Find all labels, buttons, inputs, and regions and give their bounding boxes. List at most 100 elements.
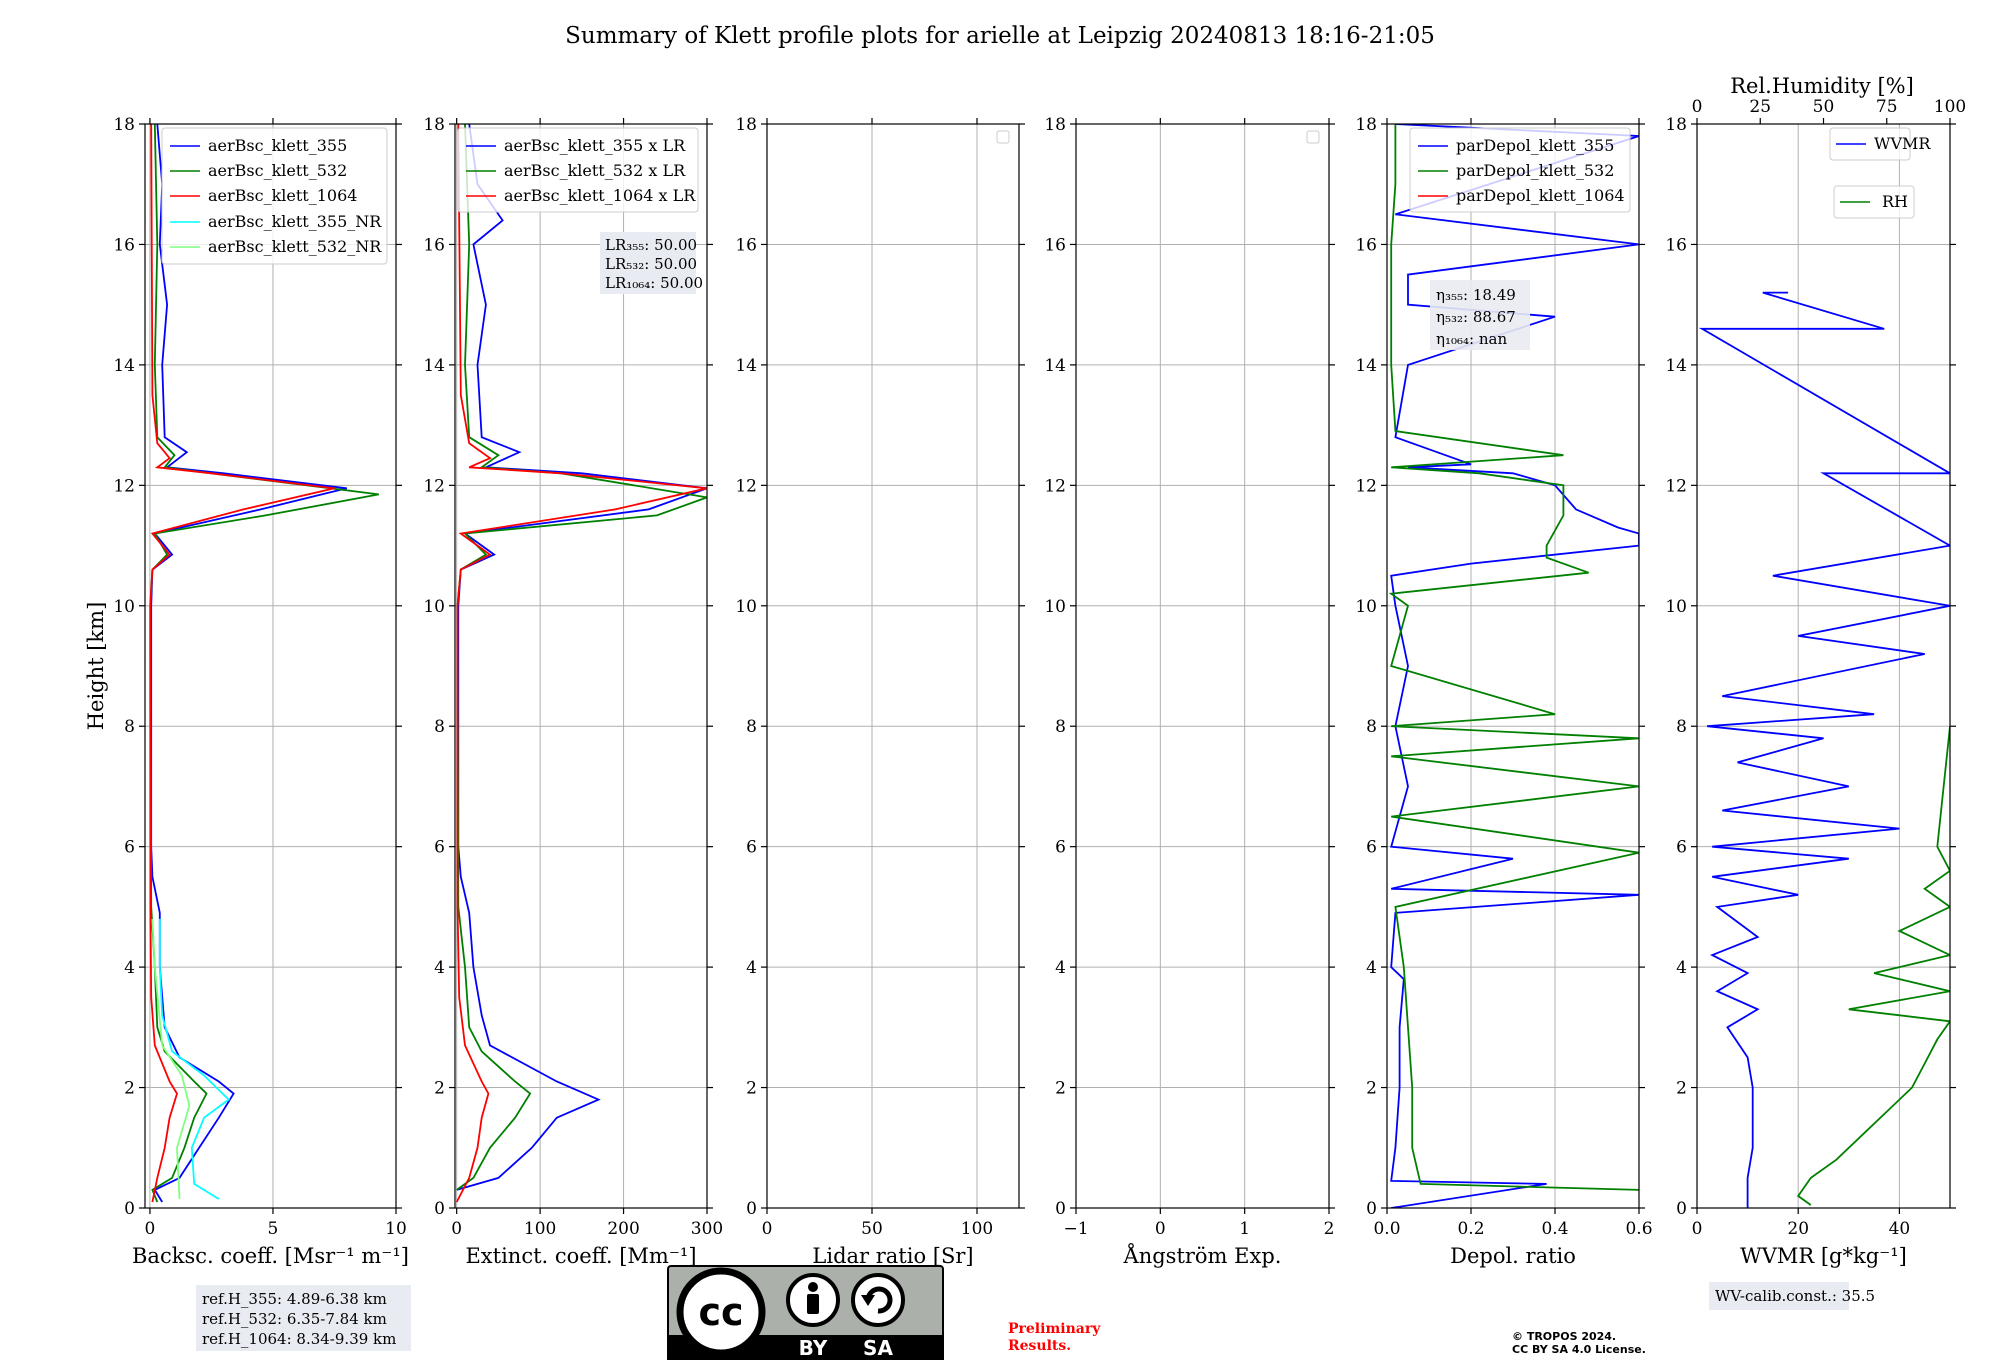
- y-tick-label: 0: [434, 1199, 445, 1219]
- x-tick-label: 10: [385, 1219, 407, 1239]
- y-tick-label: 2: [124, 1079, 135, 1099]
- y-tick-label: 8: [1366, 717, 1377, 737]
- y-tick-label: 6: [746, 838, 757, 858]
- backscatter-panel: 0 2 4 6 8 10 12 14 16 18 0 5 10 Backsc. coeff. [Msr⁻…: [84, 115, 409, 1268]
- preliminary-line-2: Results.: [1008, 1338, 1071, 1354]
- legend-label-355-nr: aerBsc_klett_355_NR: [208, 212, 382, 231]
- lidar-ratio-xlabel: Lidar ratio [Sr]: [812, 1244, 973, 1268]
- y-tick-label: 0: [1676, 1199, 1687, 1219]
- y-tick-label: 12: [423, 476, 445, 496]
- annotation-box: [196, 1285, 411, 1351]
- y-tick-label: 12: [113, 476, 135, 496]
- legend-label-355: aerBsc_klett_355 x LR: [504, 136, 686, 155]
- y-tick-label: 14: [1665, 356, 1687, 376]
- x-tick-label: 100: [524, 1219, 556, 1239]
- x-tick-label: 0.0: [1373, 1219, 1400, 1239]
- legend-label-355: parDepol_klett_355: [1456, 136, 1614, 155]
- by-icon-body: [807, 1294, 819, 1314]
- wvmr-series-wvmr: [1698, 291, 1950, 1208]
- depol-legend: parDepol_klett_355 parDepol_klett_532 pa…: [1409, 127, 1631, 213]
- by-text: BY: [799, 1336, 828, 1360]
- x-tick-label: 20: [1787, 1219, 1809, 1239]
- y-tick-label: 6: [1055, 838, 1066, 858]
- y-tick-label: 14: [1355, 356, 1377, 376]
- legend-label-532: parDepol_klett_532: [1456, 161, 1614, 180]
- extinction-panel: 0 2 4 6 8 10 12 14 16 18 0 100 200 300 Extinct. coeff…: [423, 115, 723, 1268]
- legend-label-532: aerBsc_klett_532 x LR: [504, 161, 686, 180]
- wvmr-series-rh: [1796, 726, 1950, 1206]
- x-tick-label: 1: [1239, 1219, 1250, 1239]
- y-tick-label: 14: [423, 356, 445, 376]
- y-tick-label: 10: [1665, 597, 1687, 617]
- y-tick-label: 12: [1355, 476, 1377, 496]
- sa-icon-arrowhead: [861, 1295, 875, 1306]
- legend-label-1064: parDepol_klett_1064: [1456, 186, 1625, 205]
- y-tick-label: 16: [1665, 235, 1687, 255]
- y-tick-label: 2: [1366, 1079, 1377, 1099]
- backscatter-series-aerbsc-klett-355: [150, 124, 348, 1203]
- y-tick-label: 18: [1665, 115, 1687, 135]
- angstrom-xlabel: Ångström Exp.: [1123, 1243, 1282, 1268]
- lr-1064: LR₁₀₆₄: 50.00: [605, 274, 703, 292]
- y-tick-label: 2: [1676, 1079, 1687, 1099]
- legend-label-rh: RH: [1882, 192, 1908, 211]
- cc-text: cc: [698, 1290, 743, 1334]
- y-tick-label: 18: [423, 115, 445, 135]
- lidar-ratio-axes-frame: [766, 123, 1020, 1209]
- x-tick-label: 0.6: [1625, 1219, 1652, 1239]
- lr-355: LR₃₅₅: 50.00: [605, 236, 697, 254]
- top-x-tick-label: 25: [1749, 97, 1771, 117]
- x-tick-label: 300: [691, 1219, 723, 1239]
- eta-355: η₃₅₅: 18.49: [1436, 286, 1516, 304]
- y-tick-label: 10: [735, 597, 757, 617]
- legend-box: [1829, 127, 1911, 161]
- y-tick-label: 4: [1055, 958, 1066, 978]
- extinction-series-aerbsc-klett-355-x-lr: [456, 124, 707, 1191]
- wv-calib-box: WV-calib.const.: 35.5: [1709, 1282, 1875, 1310]
- copyright-line-1: © TROPOS 2024.: [1512, 1330, 1616, 1343]
- y-tick-label: 8: [434, 717, 445, 737]
- y-tick-label: 18: [735, 115, 757, 135]
- y-tick-label: 6: [434, 838, 445, 858]
- y-tick-label: 8: [1676, 717, 1687, 737]
- x-tick-label: 0: [762, 1219, 773, 1239]
- cc-by-sa-logo: cc BY SA: [667, 1265, 944, 1360]
- annotation-box: [1430, 280, 1530, 350]
- by-icon-head: [808, 1282, 818, 1292]
- x-tick-label: −1: [1063, 1219, 1088, 1239]
- legend-box: [1833, 185, 1915, 219]
- top-x-tick-label: 0: [1692, 97, 1703, 117]
- wv-calib-text: WV-calib.const.: 35.5: [1715, 1287, 1875, 1305]
- sa-text: SA: [863, 1336, 893, 1360]
- rh-legend: RH: [1833, 185, 1915, 219]
- y-tick-label: 14: [735, 356, 757, 376]
- legend-box: [1409, 127, 1631, 213]
- x-tick-label: 0: [1692, 1219, 1703, 1239]
- y-tick-label: 4: [746, 958, 757, 978]
- legend-label-355: aerBsc_klett_355: [208, 136, 347, 155]
- backscatter-series-aerbsc-klett-1064: [149, 124, 335, 1203]
- x-tick-label: 200: [607, 1219, 639, 1239]
- y-tick-label: 6: [1676, 838, 1687, 858]
- depol-axes-frame: [1386, 123, 1640, 1209]
- x-tick-label: 0.2: [1457, 1219, 1484, 1239]
- top-x-tick-label: 50: [1813, 97, 1835, 117]
- copyright-line-2: CC BY SA 4.0 License.: [1512, 1343, 1646, 1356]
- backscatter-series-aerbsc-klett-532-nr: [151, 918, 191, 1200]
- y-tick-label: 12: [1044, 476, 1066, 496]
- y-tick-label: 0: [1055, 1199, 1066, 1219]
- backscatter-axes-frame: [144, 123, 397, 1209]
- wvmr-axes-frame: [1696, 123, 1951, 1209]
- y-tick-label: 6: [124, 838, 135, 858]
- y-tick-label: 8: [746, 717, 757, 737]
- extinction-axes-frame: [454, 123, 708, 1209]
- sa-icon: [851, 1273, 905, 1327]
- extinction-xlabel: Extinct. coeff. [Mm⁻¹]: [465, 1244, 696, 1268]
- height-ylabel: Height [km]: [84, 602, 108, 731]
- y-tick-label: 16: [1044, 235, 1066, 255]
- y-tick-label: 0: [124, 1199, 135, 1219]
- extinction-legend: aerBsc_klett_355 x LR aerBsc_klett_532 x…: [457, 127, 699, 213]
- backscatter-series-aerbsc-klett-355-nr: [158, 918, 231, 1200]
- y-tick-label: 18: [1355, 115, 1377, 135]
